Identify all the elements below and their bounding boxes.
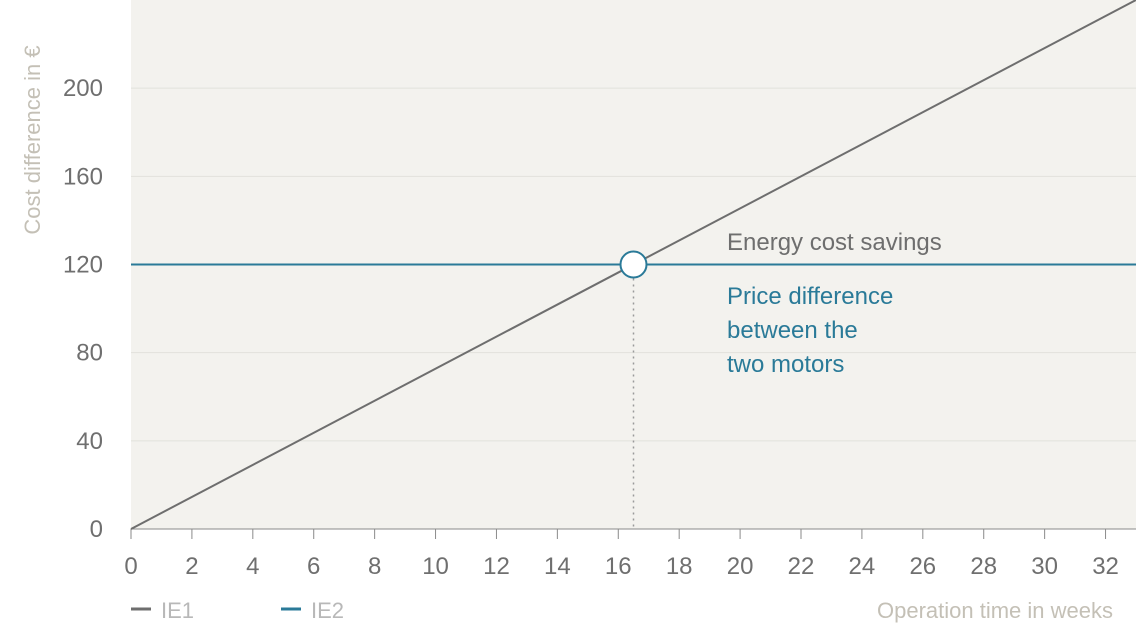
x-tick-label: 28 bbox=[970, 553, 997, 580]
x-tick-label: 22 bbox=[788, 553, 815, 580]
x-tick-label: 12 bbox=[483, 553, 510, 580]
x-tick-label: 26 bbox=[909, 553, 936, 580]
x-axis: 0 2 4 6 8 10 12 14 16 18 20 22 24 26 28 30 32 bbox=[124, 528, 1136, 580]
energy-savings-label: Energy cost savings bbox=[727, 229, 942, 256]
x-tick-label: 14 bbox=[544, 553, 571, 580]
y-tick-label: 160 bbox=[63, 163, 103, 190]
x-tick-label: 6 bbox=[307, 553, 320, 580]
price-difference-label-line1: Price difference bbox=[727, 283, 893, 310]
x-tick-label: 4 bbox=[246, 553, 259, 580]
x-tick-label: 16 bbox=[605, 553, 632, 580]
x-tick-label: 30 bbox=[1031, 553, 1058, 580]
y-axis-title: Cost difference in € bbox=[20, 45, 45, 234]
breakeven-group bbox=[619, 250, 648, 529]
x-tick-label: 18 bbox=[666, 553, 693, 580]
legend-label-ie1: IE1 bbox=[161, 598, 194, 623]
y-tick-label: 200 bbox=[63, 75, 103, 102]
price-difference-label-line2: between the bbox=[727, 317, 858, 344]
breakeven-marker bbox=[619, 250, 648, 279]
legend-label-ie2: IE2 bbox=[311, 598, 344, 623]
y-tick-label: 80 bbox=[76, 340, 103, 367]
y-axis: 0 40 80 120 160 200 bbox=[63, 75, 103, 543]
x-axis-title: Operation time in weeks bbox=[877, 598, 1113, 623]
x-tick-label: 0 bbox=[124, 553, 137, 580]
y-tick-label: 0 bbox=[90, 516, 103, 543]
x-tick-label: 24 bbox=[849, 553, 876, 580]
y-tick-label: 40 bbox=[76, 428, 103, 455]
price-difference-label-line3: two motors bbox=[727, 351, 844, 378]
x-tick-label: 10 bbox=[422, 553, 449, 580]
x-tick-label: 32 bbox=[1092, 553, 1119, 580]
y-tick-label: 120 bbox=[63, 252, 103, 279]
x-tick-label: 20 bbox=[727, 553, 754, 580]
x-tick-label: 2 bbox=[185, 553, 198, 580]
x-tick-label: 8 bbox=[368, 553, 381, 580]
